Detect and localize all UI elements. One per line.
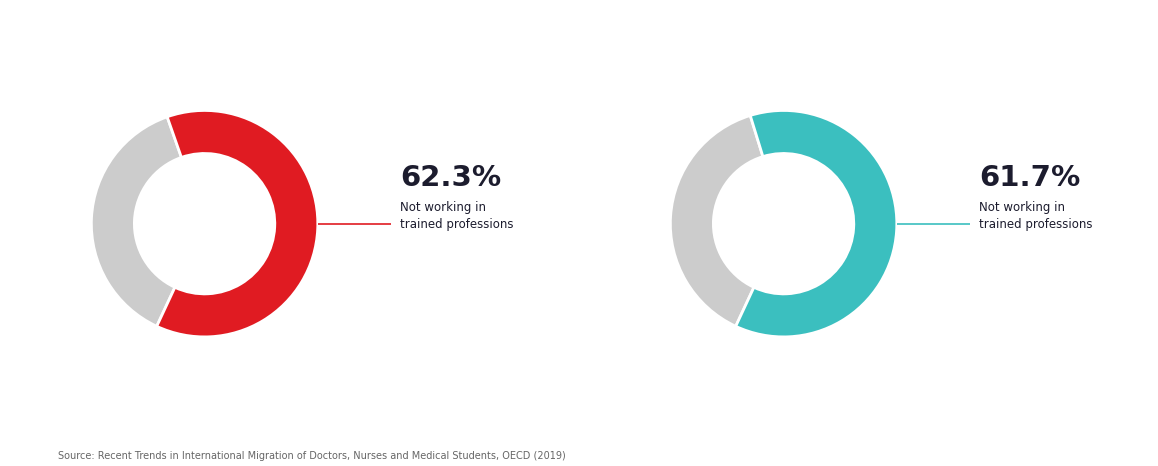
Text: 61.7%: 61.7%	[980, 164, 1080, 192]
Text: 62.3%: 62.3%	[401, 164, 501, 192]
Wedge shape	[91, 117, 182, 326]
Wedge shape	[156, 110, 317, 337]
Wedge shape	[735, 110, 896, 337]
Text: Source: Recent Trends in International Migration of Doctors, Nurses and Medical : Source: Recent Trends in International M…	[58, 451, 565, 461]
Wedge shape	[670, 116, 763, 326]
Text: Not working in
trained professions: Not working in trained professions	[980, 201, 1093, 231]
Text: Not working in
trained professions: Not working in trained professions	[401, 201, 514, 231]
